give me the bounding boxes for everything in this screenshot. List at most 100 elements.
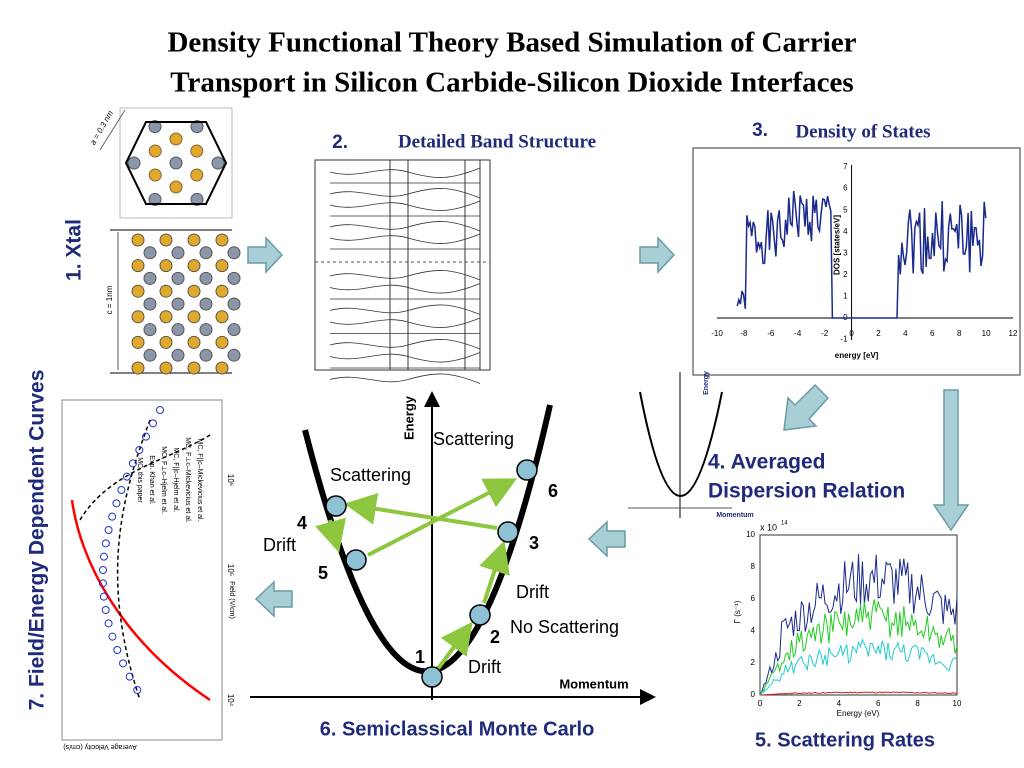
atom: [143, 323, 157, 337]
tick-label: 12: [1009, 329, 1018, 338]
data-point: [148, 419, 157, 428]
tick-label: 4: [837, 699, 842, 708]
tick-label: 10⁶: [226, 474, 235, 486]
axis-label: Average Velocity (cm/s): [63, 743, 136, 750]
tick-label: -6: [767, 329, 775, 338]
data-point: [104, 619, 113, 628]
atom: [227, 297, 241, 311]
atom: [159, 335, 173, 349]
atom: [199, 297, 213, 311]
data-point: [128, 459, 137, 468]
atom: [199, 271, 213, 285]
field-frame: [61, 399, 223, 741]
atom: [187, 284, 201, 298]
scattering-frame: [759, 534, 958, 696]
state: [421, 666, 443, 688]
data-point: [108, 512, 117, 521]
atom: [171, 271, 185, 285]
tick-label: -10: [711, 329, 723, 338]
panel-label: Detailed Band Structure: [398, 131, 596, 152]
atom: [215, 233, 229, 247]
state: [345, 549, 367, 571]
title: Density Functional Theory Based Simulati…: [167, 27, 856, 59]
atom: [171, 348, 185, 362]
band: [329, 373, 481, 384]
atom: [148, 120, 162, 134]
tick-label: 8: [915, 699, 920, 708]
mc-states: [325, 459, 538, 688]
dispersion-curve: [639, 391, 723, 497]
axis-label: DOS [states/eV]: [833, 215, 842, 275]
title: Transport in Silicon Carbide-Silicon Dio…: [170, 67, 853, 99]
annotation: 5: [318, 563, 328, 583]
band: [329, 200, 481, 211]
atom: [227, 323, 241, 337]
atom: [159, 233, 173, 247]
atom: [169, 156, 183, 170]
atom: [215, 361, 229, 375]
dimension-label: c = 1nm: [105, 285, 114, 314]
tick-label: 10: [982, 329, 991, 338]
atom: [143, 297, 157, 311]
scale-label: x 10: [760, 522, 777, 532]
annotation: 4: [297, 513, 307, 533]
annotation: 6: [548, 481, 558, 501]
tick-label: 10: [953, 699, 962, 708]
state: [497, 521, 519, 543]
legend-entry: MC, this paper: [136, 457, 143, 503]
tick-label: 1: [843, 292, 848, 301]
data-point: [101, 539, 110, 548]
panel-label: Dispersion Relation: [708, 480, 905, 503]
tick-label: 8: [751, 562, 756, 571]
arrow: [932, 389, 970, 532]
atom: [190, 192, 204, 206]
atom: [131, 233, 145, 247]
tick-label: 3: [843, 248, 848, 257]
atom: [187, 335, 201, 349]
axis-label: Energy: [401, 395, 416, 440]
band: [329, 317, 481, 328]
atom: [143, 246, 157, 260]
annotation: Drift: [263, 535, 296, 555]
data-point: [125, 672, 134, 681]
tick-label: 6: [843, 184, 848, 193]
atom: [190, 144, 204, 158]
tick-label: -8: [740, 329, 748, 338]
data-point: [108, 632, 117, 641]
band-frame: [314, 159, 491, 371]
arrow: [587, 520, 626, 558]
atom: [190, 120, 204, 134]
atom: [211, 156, 225, 170]
atom: [159, 259, 173, 273]
panel-label: Density of States: [795, 121, 930, 142]
data-point: [142, 432, 151, 441]
atom: [148, 192, 162, 206]
velocity-curve: [70, 499, 211, 702]
atom: [190, 168, 204, 182]
band: [329, 233, 481, 244]
data-point: [112, 499, 121, 508]
annotation: Drift: [516, 582, 549, 602]
axis-label: Momentum: [559, 676, 628, 691]
atom: [227, 246, 241, 260]
atom: [215, 259, 229, 273]
band: [329, 283, 481, 294]
atom: [131, 259, 145, 273]
data-point: [119, 659, 128, 668]
data-point: [99, 592, 108, 601]
arrow: [254, 580, 293, 618]
velocity-curve: [116, 419, 151, 701]
band: [329, 188, 481, 199]
rate-curve: [759, 599, 958, 696]
atom: [227, 348, 241, 362]
legend-entry: Exp. Khan et al.: [148, 455, 155, 504]
atom: [187, 233, 201, 247]
drift-arrow: [435, 621, 473, 672]
tick-label: 2: [751, 658, 756, 667]
atom: [131, 335, 145, 349]
atom: [199, 323, 213, 337]
tick-label: 0: [758, 699, 763, 708]
legend-entry: MC, F⊥c–Hjelm et al.: [160, 446, 167, 514]
annotation: 3: [529, 533, 539, 553]
panel-label: 7. Field/Energy Dependent Curves: [26, 370, 49, 711]
